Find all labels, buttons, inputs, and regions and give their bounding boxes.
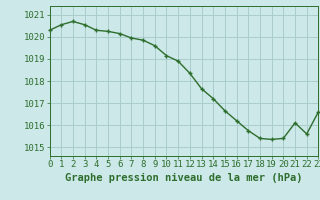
X-axis label: Graphe pression niveau de la mer (hPa): Graphe pression niveau de la mer (hPa) [65, 173, 303, 183]
